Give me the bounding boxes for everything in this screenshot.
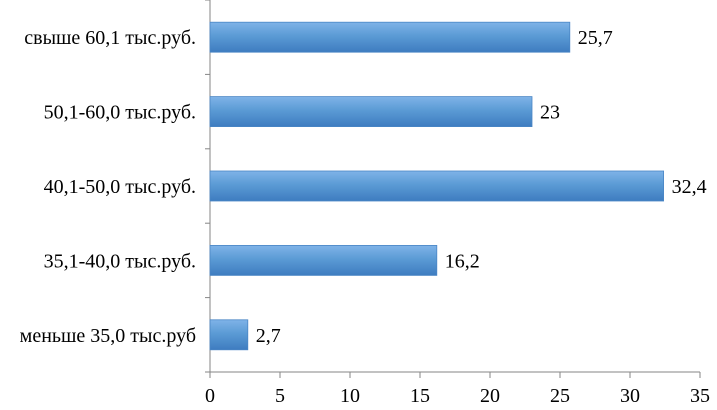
value-label: 16,2	[445, 250, 480, 272]
category-label: 35,1-40,0 тыс.руб.	[44, 250, 196, 272]
bar	[209, 21, 571, 53]
x-tick-label: 25	[550, 385, 570, 407]
x-tick-label: 15	[410, 385, 430, 407]
value-label: 2,7	[256, 325, 281, 347]
x-tick-label: 10	[340, 385, 360, 407]
category-label: 50,1-60,0 тыс.руб.	[44, 102, 196, 124]
bar	[209, 244, 438, 276]
labels: свыше 60,1 тыс.руб. 25,7 50,1-60,0 тыс.руб…	[20, 27, 707, 347]
value-label: 25,7	[578, 27, 613, 49]
x-tick-label: 35	[690, 385, 710, 407]
category-label: свыше 60,1 тыс.руб.	[24, 27, 196, 49]
x-tick-label: 5	[275, 385, 285, 407]
bar	[209, 170, 665, 202]
bars	[209, 21, 665, 351]
value-label: 32,4	[672, 176, 707, 198]
axes: 0 5 10 15 20 25 30 35	[205, 0, 710, 407]
x-tick-label: 30	[620, 385, 640, 407]
bar	[209, 96, 533, 127]
value-label: 23	[540, 102, 560, 124]
category-label: меньше 35,0 тыс.руб	[20, 325, 196, 347]
x-tick-label: 0	[205, 385, 215, 407]
x-tick-label: 20	[480, 385, 500, 407]
category-label: 40,1-50,0 тыс.руб.	[44, 176, 196, 198]
bar	[209, 319, 249, 351]
